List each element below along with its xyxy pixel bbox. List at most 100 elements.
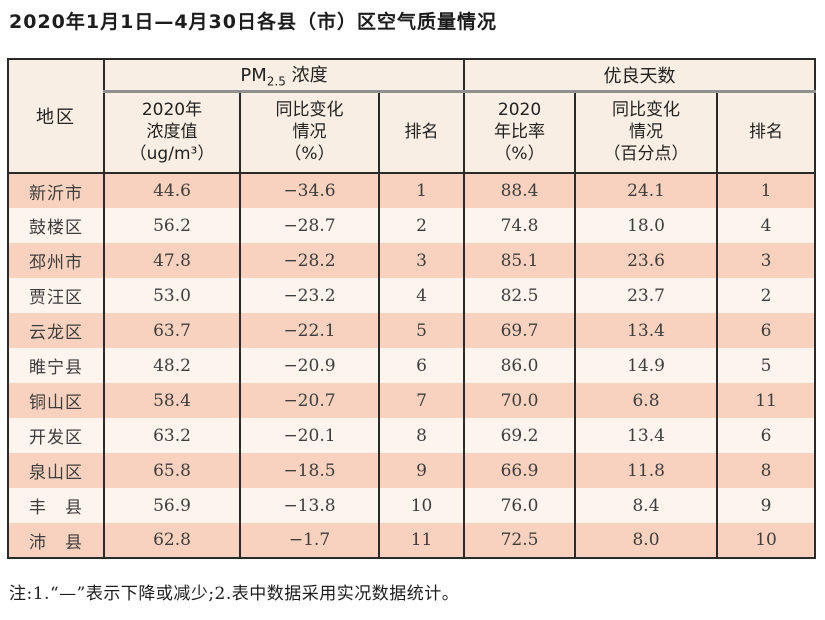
pm25-label-subscript: 2.5	[266, 74, 286, 89]
subheader-gooddays-yoy-change: 同比变化 情况 （百分点）	[574, 91, 719, 174]
value-cell: 74.8	[463, 208, 577, 243]
value-cell: 13.4	[574, 418, 719, 453]
value-cell: 69.7	[463, 313, 577, 348]
region-cell: 开发区	[7, 418, 105, 453]
value-cell: −28.2	[239, 243, 380, 278]
value-cell: 10	[377, 488, 466, 523]
sub-header-row: 2020年 浓度值 （ug/m³） 同比变化 情况 （%） 排名 2020 年比…	[8, 91, 817, 174]
group-header-row: 地区 PM2.5 浓度 优良天数	[7, 59, 817, 174]
value-cell: 3	[716, 243, 817, 278]
value-cell: 65.8	[103, 453, 241, 488]
value-cell: −20.7	[239, 383, 380, 418]
value-cell: 6	[716, 418, 817, 453]
value-cell: 72.5	[463, 523, 577, 558]
table-row: 鼓楼区 56.2 −28.7 2 74.8 18.0 4	[7, 208, 817, 243]
value-cell: 58.4	[103, 383, 241, 418]
value-cell: 56.9	[103, 488, 241, 523]
value-cell: 66.9	[463, 453, 577, 488]
region-cell: 沛 县	[7, 523, 105, 558]
air-quality-table: 地区 PM2.5 浓度 优良天数 2020年 浓度值 （ug/m³） 同比变化 …	[7, 58, 817, 559]
value-cell: 44.6	[103, 173, 241, 208]
value-cell: 63.7	[103, 313, 241, 348]
value-cell: 13.4	[574, 313, 719, 348]
value-cell: 2	[716, 278, 817, 313]
region-cell: 鼓楼区	[7, 208, 105, 243]
value-cell: 8	[716, 453, 817, 488]
value-cell: −20.9	[239, 348, 380, 383]
value-cell: 24.1	[574, 173, 719, 208]
region-cell: 睢宁县	[7, 348, 105, 383]
subheader-pm-concentration: 2020年 浓度值 （ug/m³）	[103, 91, 241, 174]
table-row: 睢宁县 48.2 −20.9 6 86.0 14.9 5	[7, 348, 817, 383]
value-cell: 8.4	[574, 488, 719, 523]
subheader-pm-rank: 排名	[377, 91, 466, 174]
value-cell: 70.0	[463, 383, 577, 418]
value-cell: 76.0	[463, 488, 577, 523]
value-cell: 9	[716, 488, 817, 523]
subheader-gooddays-rank: 排名	[716, 91, 817, 174]
value-cell: −34.6	[239, 173, 380, 208]
value-cell: 10	[716, 523, 817, 558]
value-cell: 11	[716, 383, 817, 418]
value-cell: −18.5	[239, 453, 380, 488]
value-cell: 7	[377, 383, 466, 418]
region-header-cell: 地区	[7, 59, 105, 174]
subheader-pm-yoy-change: 同比变化 情况 （%）	[239, 91, 380, 174]
table-header: 地区 PM2.5 浓度 优良天数 2020年 浓度值 （ug/m³） 同比变化 …	[7, 59, 817, 174]
region-cell: 丰 县	[7, 488, 105, 523]
value-cell: −23.2	[239, 278, 380, 313]
value-cell: 69.2	[463, 418, 577, 453]
table-row: 铜山区 58.4 −20.7 7 70.0 6.8 11	[7, 383, 817, 418]
value-cell: −1.7	[239, 523, 380, 558]
value-cell: 4	[716, 208, 817, 243]
value-cell: 3	[377, 243, 466, 278]
value-cell: 6	[377, 348, 466, 383]
table-row: 邳州市 47.8 −28.2 3 85.1 23.6 3	[7, 243, 817, 278]
value-cell: 63.2	[103, 418, 241, 453]
value-cell: −28.7	[239, 208, 380, 243]
page-title: 2020年1月1日—4月30日各县（市）区空气质量情况	[9, 11, 497, 33]
table-row: 云龙区 63.7 −22.1 5 69.7 13.4 6	[7, 313, 817, 348]
value-cell: 5	[377, 313, 466, 348]
table-row: 贾汪区 53.0 −23.2 4 82.5 23.7 2	[7, 278, 817, 313]
value-cell: 9	[377, 453, 466, 488]
footnote: 注:1.“—”表示下降或减少;2.表中数据采用实况数据统计。	[9, 584, 460, 604]
value-cell: 82.5	[463, 278, 577, 313]
value-cell: 1	[716, 173, 817, 208]
value-cell: 6	[716, 313, 817, 348]
region-cell: 贾汪区	[7, 278, 105, 313]
region-cell: 铜山区	[7, 383, 105, 418]
value-cell: 5	[716, 348, 817, 383]
value-cell: 11.8	[574, 453, 719, 488]
value-cell: 11	[377, 523, 466, 558]
pm25-group-header: PM2.5 浓度	[102, 59, 466, 93]
region-cell: 邳州市	[7, 243, 105, 278]
table-row: 沛 县 62.8 −1.7 11 72.5 8.0 10	[7, 523, 817, 558]
value-cell: 18.0	[574, 208, 719, 243]
value-cell: 88.4	[463, 173, 577, 208]
value-cell: 86.0	[463, 348, 577, 383]
region-cell: 新沂市	[7, 173, 105, 208]
good-days-group-header: 优良天数	[463, 59, 817, 93]
value-cell: 62.8	[103, 523, 241, 558]
value-cell: 6.8	[574, 383, 719, 418]
value-cell: 23.6	[574, 243, 719, 278]
pm25-label-prefix: PM	[240, 64, 267, 86]
value-cell: 47.8	[103, 243, 241, 278]
table-row: 开发区 63.2 −20.1 8 69.2 13.4 6	[7, 418, 817, 453]
value-cell: 8.0	[574, 523, 719, 558]
region-cell: 泉山区	[7, 453, 105, 488]
value-cell: 56.2	[103, 208, 241, 243]
value-cell: 48.2	[103, 348, 241, 383]
region-cell: 云龙区	[7, 313, 105, 348]
table-row: 泉山区 65.8 −18.5 9 66.9 11.8 8	[7, 453, 817, 488]
pm25-label-suffix: 浓度	[285, 64, 328, 86]
table-body: 新沂市 44.6 −34.6 1 88.4 24.1 1 鼓楼区 56.2 −28.7 2 74.8 1…	[7, 173, 817, 558]
value-cell: 23.7	[574, 278, 719, 313]
table-row: 新沂市 44.6 −34.6 1 88.4 24.1 1	[7, 173, 817, 208]
value-cell: 85.1	[463, 243, 577, 278]
value-cell: 4	[377, 278, 466, 313]
table-row: 丰 县 56.9 −13.8 10 76.0 8.4 9	[7, 488, 817, 523]
subheader-gooddays-ratio: 2020 年比率 （%）	[463, 91, 577, 174]
